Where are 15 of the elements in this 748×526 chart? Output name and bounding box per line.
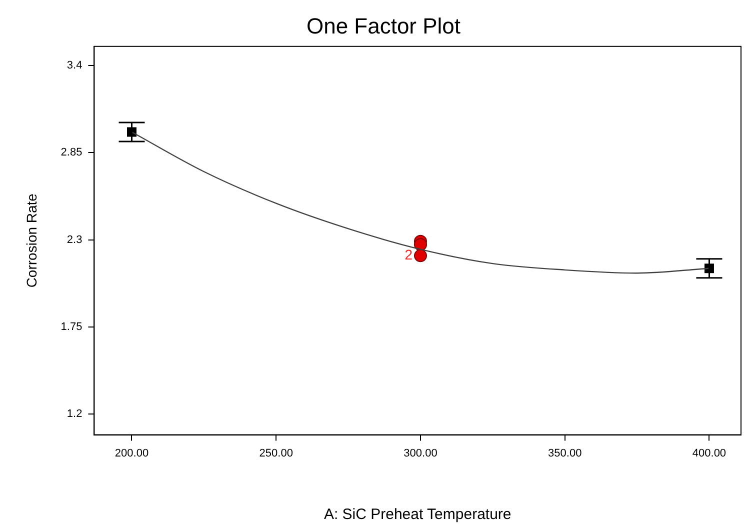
y-axis-title: Corrosion Rate	[23, 193, 40, 288]
x-axis-title: A: SiC Preheat Temperature	[324, 506, 512, 524]
y-tick-label: 1.75	[60, 321, 82, 334]
x-tick-label: 250.00	[259, 447, 293, 460]
x-tick-label: 400.00	[692, 447, 726, 460]
x-tick-label: 300.00	[404, 447, 438, 460]
annotation: 2	[404, 246, 413, 263]
x-tick-label: 350.00	[548, 447, 582, 460]
x-tick-label: 200.00	[114, 447, 149, 460]
y-tick-label: 2.85	[60, 146, 82, 159]
y-tick-label: 1.2	[66, 408, 82, 420]
point	[414, 249, 427, 262]
chart-title: One Factor Plot	[306, 13, 461, 38]
y-tick-label: 2.3	[66, 234, 82, 246]
y-tick-label: 3.4	[66, 59, 82, 72]
